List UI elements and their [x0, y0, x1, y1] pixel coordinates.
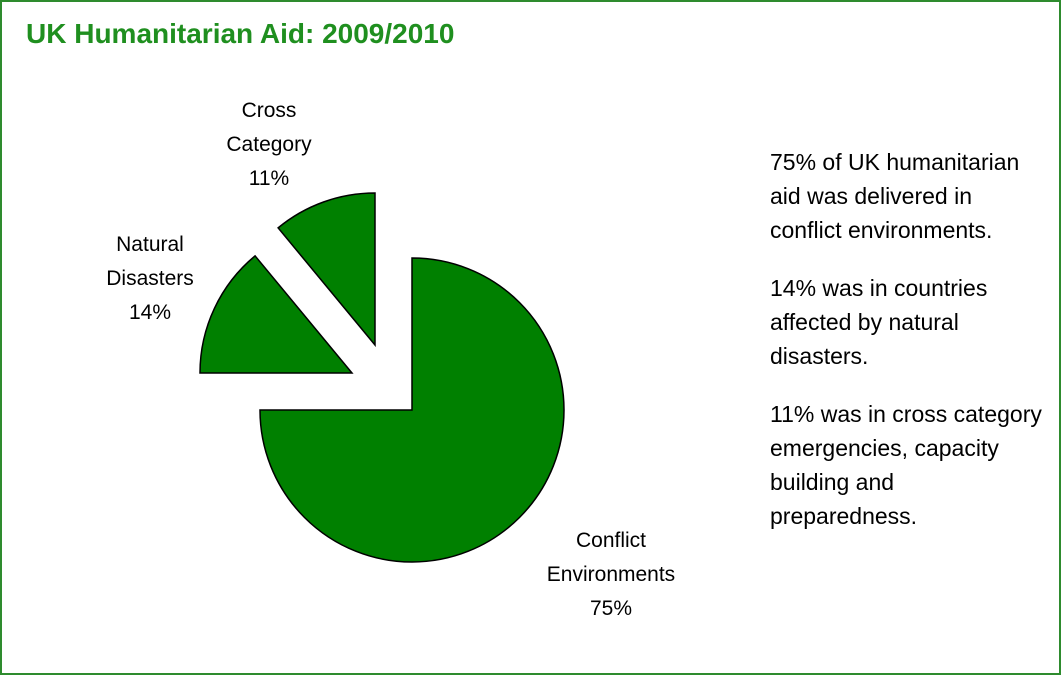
slice-value-label: 11%	[248, 167, 290, 190]
pie-slice-conflict-environments	[259, 257, 565, 563]
slice-value-label: 75%	[589, 597, 633, 620]
slice-label-line: Environments	[546, 563, 676, 586]
slice-value-label: 14%	[128, 301, 172, 324]
slice-label-natural-disasters: Natural Disasters 14%	[70, 228, 230, 330]
pie-slice-cross-category	[277, 192, 376, 348]
summary-paragraph-conflict: 75% of UK humanitarian aid was delivered…	[770, 149, 1020, 243]
slice-label-cross-category: Cross Category 11%	[189, 94, 349, 196]
chart-title: UK Humanitarian Aid: 2009/2010	[26, 18, 455, 49]
slice-label-line: Category	[226, 133, 312, 156]
slice-label-line: Conflict	[575, 529, 647, 552]
pie-slice-natural-disasters	[199, 254, 354, 374]
slice-label-line: Natural	[116, 233, 184, 256]
summary-text: 75% of UK humanitarian aid was delivered…	[770, 145, 1045, 557]
summary-paragraph-cross-category: 11% was in cross category emergencies, c…	[770, 401, 1042, 529]
slice-label-line: Cross	[241, 99, 297, 122]
slice-label-conflict-environments: Conflict Environments 75%	[531, 524, 691, 626]
slice-label-line: Disasters	[106, 267, 194, 290]
summary-paragraph-natural-disasters: 14% was in countries affected by natural…	[770, 275, 988, 369]
